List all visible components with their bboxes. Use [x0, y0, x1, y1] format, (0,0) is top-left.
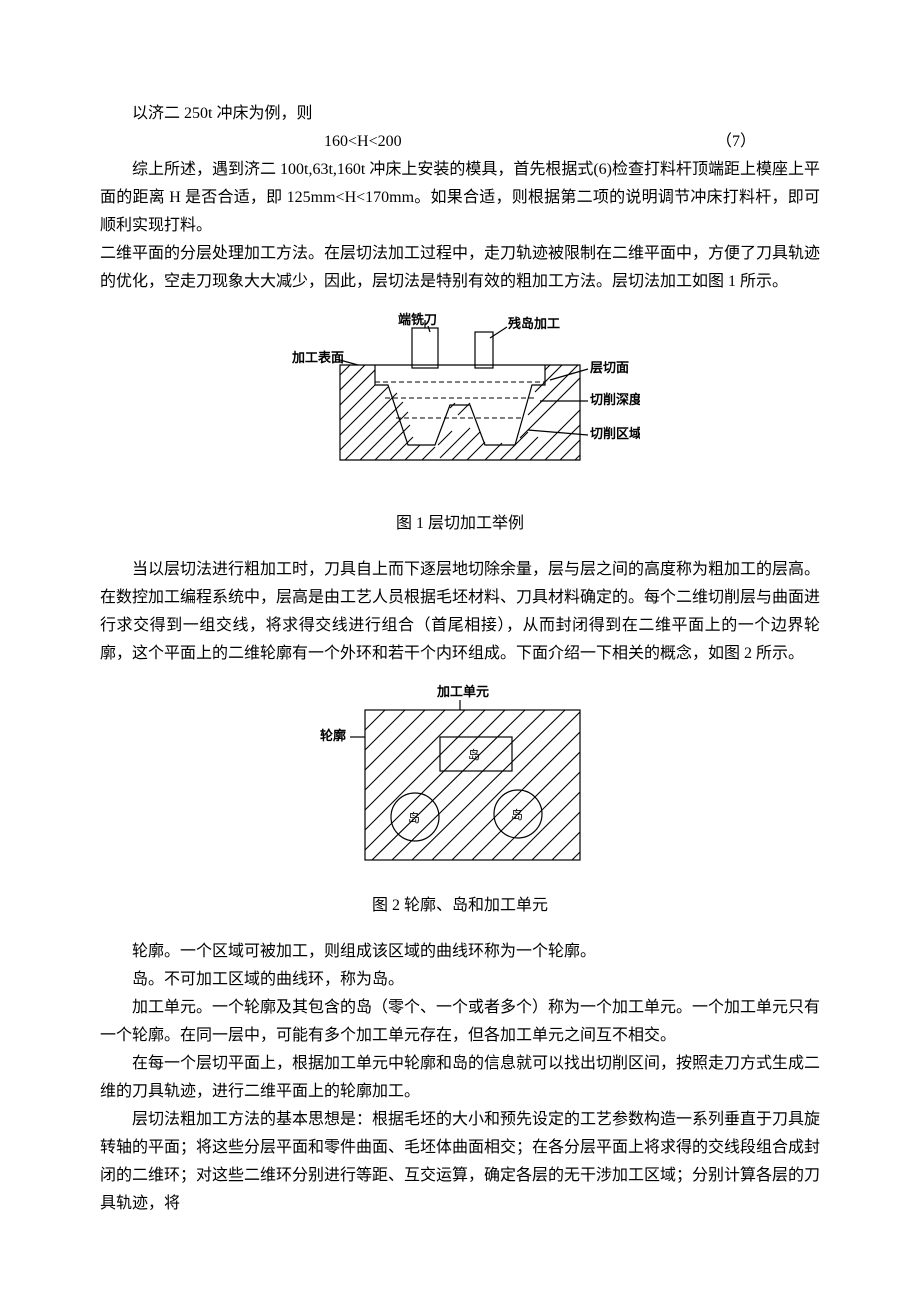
paragraph-8: 在每一个层切平面上，根据加工单元中轮廓和岛的信息就可以找出切削区间，按照走刀方式… — [100, 1050, 820, 1106]
fig1-label-region: 切削区域 — [590, 426, 640, 441]
fig2-island-circle1-label: 岛 — [408, 810, 420, 825]
paragraph-7: 加工单元。一个轮廓及其包含的岛（零个、一个或者多个）称为一个加工单元。一个加工单… — [100, 994, 820, 1050]
formula-number: （7） — [716, 128, 820, 156]
figure-2-caption: 图 2 轮廓、岛和加工单元 — [100, 892, 820, 920]
fig1-label-island: 残岛加工 — [508, 316, 560, 331]
fig1-label-depth: 切削深度 — [590, 392, 640, 407]
paragraph-2: 综上所述，遇到济二 100t,63t,160t 冲床上安装的模具，首先根据式(6… — [100, 156, 820, 240]
fig1-label-tool: 端铣刀 — [398, 312, 437, 327]
paragraph-3: 二维平面的分层处理加工方法。在层切法加工过程中，走刀轨迹被限制在二维平面中，方便… — [100, 240, 820, 296]
formula-value: 160<H<200 — [324, 128, 516, 156]
formula-line: 160<H<200 （7） — [100, 128, 820, 156]
fig1-label-face: 层切面 — [590, 360, 629, 375]
figure-1-caption: 图 1 层切加工举例 — [100, 510, 820, 538]
fig1-label-surface: 加工表面 — [291, 350, 344, 365]
paragraph-4: 当以层切法进行粗加工时，刀具自上而下逐层地切除余量，层与层之间的高度称为粗加工的… — [100, 556, 820, 668]
figure-1: 端铣刀 残岛加工 加工表面 层切面 切削深度 切削区域 — [100, 310, 820, 500]
paragraph-intro: 以济二 250t 冲床为例，则 — [100, 100, 820, 128]
paragraph-6: 岛。不可加工区域的曲线环，称为岛。 — [100, 966, 820, 994]
fig2-island-circle2-label: 岛 — [511, 807, 523, 822]
fig2-label-title: 加工单元 — [436, 684, 489, 699]
paragraph-5: 轮廓。一个区域可被加工，则组成该区域的曲线环称为一个轮廓。 — [100, 938, 820, 966]
paragraph-9: 层切法粗加工方法的基本思想是：根据毛坯的大小和预先设定的工艺参数构造一系列垂直于… — [100, 1106, 820, 1218]
fig2-label-contour: 轮廓 — [320, 728, 346, 743]
fig2-island-rect-label: 岛 — [468, 747, 480, 762]
figure-2: 加工单元 轮廓 岛 — [100, 682, 820, 882]
